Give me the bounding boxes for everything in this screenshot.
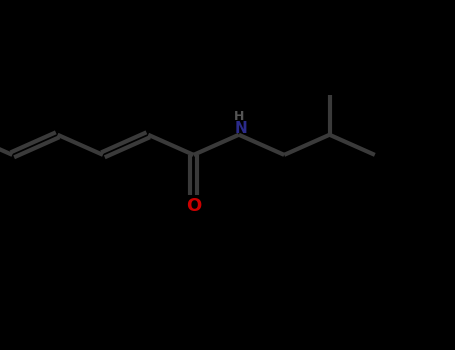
Text: O: O	[186, 197, 201, 215]
Text: N: N	[234, 121, 247, 136]
Text: H: H	[234, 110, 244, 123]
